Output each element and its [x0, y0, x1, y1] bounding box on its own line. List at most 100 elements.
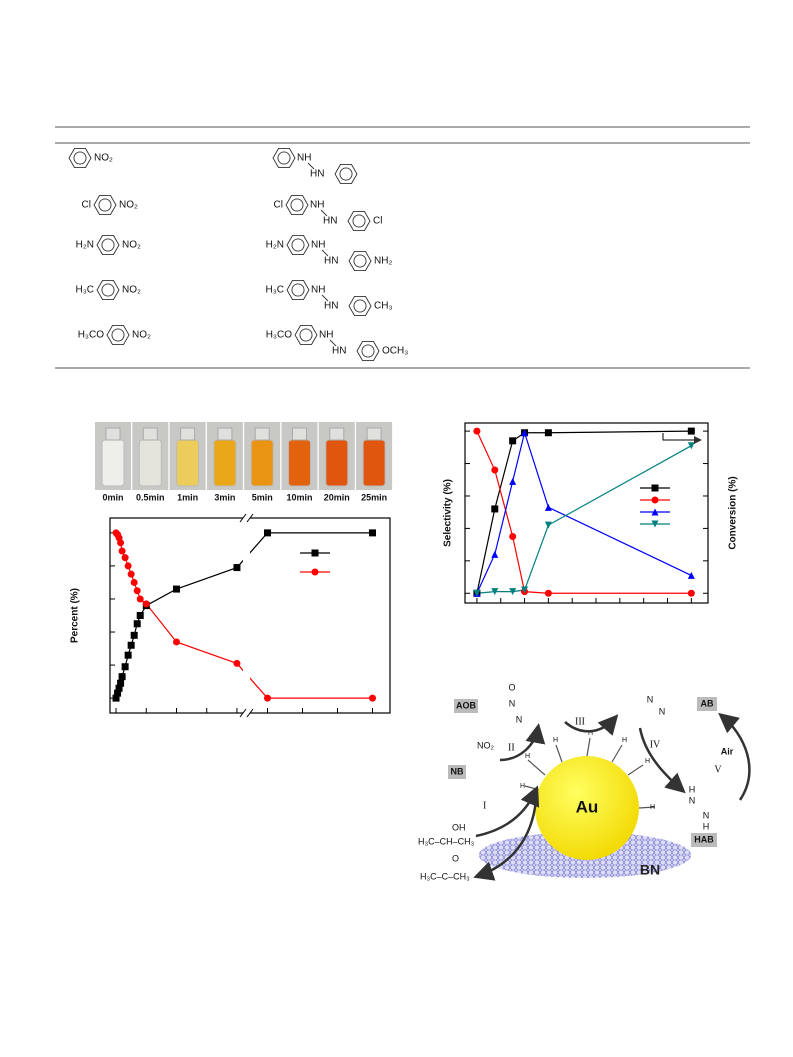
- aromatic-circle: [299, 328, 313, 342]
- marker: [117, 539, 125, 547]
- marker: [369, 694, 376, 702]
- vial-cap: [329, 427, 345, 441]
- hab-label: HAB: [694, 834, 714, 844]
- nitro-group: NO₂: [119, 200, 138, 211]
- marker: [369, 529, 376, 537]
- axis-arrow: [662, 433, 702, 444]
- carbonyl: O: [452, 853, 459, 863]
- h: H: [520, 783, 525, 790]
- substituent: H₃C: [75, 285, 94, 296]
- arrows: [473, 712, 751, 881]
- break-mark: [246, 513, 254, 523]
- series-line: [476, 445, 692, 594]
- benzene-ring: [106, 325, 130, 345]
- marker: [130, 631, 138, 639]
- vial-cap: [217, 427, 233, 441]
- plot-frame: [464, 422, 709, 604]
- aromatic-circle: [361, 344, 375, 358]
- h: H: [622, 737, 627, 744]
- benzene-ring: [272, 148, 296, 168]
- marker: [544, 503, 552, 511]
- marker: [687, 589, 695, 597]
- label-box: [697, 697, 717, 711]
- marker: [114, 689, 122, 697]
- marker: [509, 477, 517, 485]
- vial: [138, 439, 162, 487]
- step-label: III: [575, 716, 585, 727]
- marker: [491, 505, 499, 513]
- step-label: I: [483, 800, 486, 811]
- marker: [687, 571, 695, 579]
- vial: [213, 439, 237, 487]
- y2-axis-title: Conversion (%): [728, 476, 739, 549]
- break-mark: [246, 708, 254, 718]
- h: H: [588, 730, 593, 737]
- aromatic-circle: [353, 299, 367, 313]
- aromatic-circle: [101, 283, 115, 297]
- vial-cap: [366, 427, 382, 441]
- vial-label: 5min: [252, 492, 273, 502]
- vial-cap: [254, 427, 270, 441]
- marker: [173, 585, 180, 593]
- marker: [121, 554, 129, 562]
- marker: [509, 588, 517, 596]
- amine: NH: [311, 285, 325, 296]
- marker: [233, 659, 241, 667]
- benzene-ring: [96, 235, 120, 255]
- hydroxyl: OH: [452, 822, 466, 832]
- aromatic-circle: [339, 167, 353, 181]
- amine: HN: [324, 301, 338, 312]
- au-particle: [535, 756, 639, 860]
- air-label: Air: [721, 746, 734, 756]
- acetone: H₃C–C–CH₃: [420, 871, 470, 881]
- marker: [473, 427, 481, 435]
- nitro-group: NO₂: [94, 153, 113, 164]
- marker: [112, 694, 120, 702]
- marker: [136, 595, 144, 603]
- aromatic-circle: [353, 254, 367, 268]
- atom: O: [508, 682, 515, 692]
- h: H: [645, 758, 650, 765]
- marker: [651, 508, 659, 516]
- au-label: Au: [576, 797, 599, 816]
- marker: [521, 586, 529, 594]
- aromatic-circle: [73, 151, 87, 165]
- vial-label: 25min: [361, 492, 387, 502]
- marker: [115, 684, 123, 692]
- vial-cap: [142, 427, 158, 441]
- break-mark: [239, 513, 247, 523]
- nitro-group: NO₂: [132, 330, 151, 341]
- marker: [509, 437, 517, 445]
- step-label: IV: [650, 739, 661, 750]
- axis-break: [243, 515, 250, 716]
- bond: [329, 339, 337, 347]
- substituent: H₃CO: [78, 330, 105, 341]
- vial: [250, 439, 274, 487]
- substituent: H₃CO: [266, 330, 293, 341]
- amine: NH: [310, 200, 324, 211]
- isopropanol: H₃C–CH–CH₃: [418, 836, 475, 846]
- bn-label: BN: [640, 862, 660, 878]
- benzene-ring: [285, 195, 309, 215]
- marker: [136, 612, 144, 619]
- vial-label: 10min: [286, 492, 312, 502]
- aromatic-circle: [101, 238, 115, 252]
- marker: [311, 549, 319, 557]
- ab-label: AB: [701, 698, 714, 708]
- substituent: H₃C: [265, 285, 284, 296]
- marker: [491, 466, 499, 474]
- atom: N: [647, 694, 654, 704]
- label-box: [691, 833, 717, 847]
- substituent: OCH₃: [382, 346, 408, 357]
- substituent: H₂N: [266, 240, 284, 251]
- y-axis-title: Selectivity (%): [443, 479, 454, 547]
- y-axis-title: Percent (%): [70, 588, 81, 643]
- marker: [491, 588, 499, 596]
- step-label: V: [714, 764, 722, 775]
- benzene-ring: [286, 235, 310, 255]
- benzene-ring: [334, 164, 358, 184]
- break-mark: [239, 708, 247, 718]
- marker: [124, 562, 132, 570]
- marker: [311, 568, 319, 576]
